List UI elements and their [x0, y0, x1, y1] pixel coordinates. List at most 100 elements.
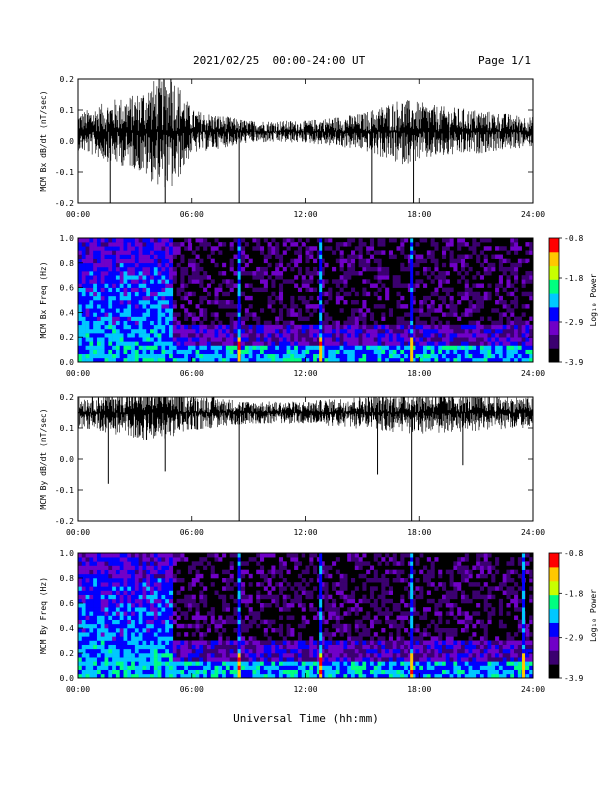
spectrogram-cell — [328, 291, 333, 297]
spectrogram-cell — [453, 324, 458, 330]
spectrogram-cell — [244, 283, 249, 288]
spectrogram-cell — [131, 561, 136, 566]
spectrogram-cell — [225, 665, 230, 670]
spectrogram-cell — [267, 594, 272, 600]
spectrogram-cell — [369, 578, 375, 583]
spectrogram-cell — [169, 569, 174, 575]
spectrogram-cell — [381, 324, 386, 330]
spectrogram-cell — [483, 333, 488, 338]
spectrogram-cell — [81, 636, 86, 641]
spectrogram-cell — [529, 316, 534, 321]
spectrogram-cell — [385, 640, 390, 645]
spectrogram-cell — [487, 341, 492, 346]
spectrogram-cell — [335, 648, 340, 654]
spectrogram-cell — [218, 300, 223, 305]
spectrogram-cell — [438, 333, 443, 338]
spectrogram-cell — [347, 242, 352, 247]
spectrogram-cell — [324, 333, 329, 338]
spectrogram-cell — [96, 673, 102, 679]
spectrogram-cell — [191, 669, 196, 675]
spectrogram-event-line — [410, 312, 414, 317]
spectrogram-cell — [267, 569, 272, 575]
spectrogram-cell — [131, 287, 136, 293]
spectrogram-cell — [153, 611, 158, 616]
spectrogram-cell — [487, 271, 492, 276]
x-tick-label: 06:00 — [180, 369, 204, 378]
spectrogram-cell — [373, 345, 378, 350]
spectrogram-cell — [388, 324, 394, 330]
spectrogram-cell — [472, 590, 477, 595]
spectrogram-cell — [271, 648, 276, 654]
spectrogram-cell — [271, 250, 276, 255]
spectrogram-cell — [108, 594, 113, 600]
spectrogram-cell — [233, 669, 238, 675]
spectrogram-cell — [252, 324, 257, 330]
spectrogram-cell — [271, 573, 276, 579]
spectrogram-cell — [423, 337, 428, 342]
spectrogram-cell — [267, 324, 272, 330]
spectrogram-event-line — [237, 353, 241, 359]
spectrogram-cell — [483, 341, 488, 346]
spectrogram-cell — [415, 623, 420, 629]
spectrogram-cell — [150, 266, 155, 272]
spectrogram-cell — [187, 582, 193, 587]
spectrogram-cell — [184, 557, 189, 562]
spectrogram-cell — [199, 283, 204, 288]
spectrogram-cell — [199, 337, 204, 342]
spectrogram-cell — [313, 345, 318, 350]
spectrogram-cell — [214, 345, 219, 350]
spectrogram-cell — [392, 349, 397, 355]
spectrogram-cell — [96, 557, 102, 562]
spectrogram-cell — [343, 291, 348, 297]
spectrogram-cell — [210, 357, 215, 363]
spectrogram-cell — [415, 636, 420, 641]
spectrogram-cell — [320, 341, 325, 346]
spectrogram-cell — [438, 640, 443, 645]
spectrogram-cell — [339, 640, 344, 645]
spectrogram-cell — [263, 271, 268, 276]
spectrogram-cell — [267, 250, 272, 255]
spectrogram-cell — [309, 349, 314, 355]
spectrogram-cell — [108, 673, 113, 679]
spectrogram-cell — [468, 582, 473, 587]
spectrogram-cell — [169, 603, 174, 608]
spectrogram-cell — [430, 238, 435, 243]
spectrogram-cell — [502, 349, 507, 355]
spectrogram-cell — [377, 258, 382, 264]
spectrogram-cell — [112, 557, 117, 562]
spectrogram-cell — [343, 628, 348, 633]
spectrogram-cell — [472, 657, 477, 662]
spectrogram-cell — [161, 250, 166, 255]
spectrogram-cell — [256, 615, 261, 620]
spectrogram-cell — [358, 636, 363, 641]
spectrogram-cell — [81, 349, 86, 355]
spectrogram-cell — [127, 615, 132, 620]
spectrogram-cell — [104, 254, 109, 259]
spectrogram-cell — [138, 328, 143, 334]
spectrogram-cell — [362, 341, 367, 346]
spectrogram-cell — [525, 341, 530, 346]
spectrogram-cell — [487, 295, 492, 301]
spectrogram-cell — [407, 665, 412, 670]
spectrogram-cell — [328, 594, 333, 600]
spectrogram-cell — [85, 553, 90, 558]
spectrogram-cell — [100, 262, 105, 268]
spectrogram-cell — [294, 345, 299, 350]
spectrogram-cell — [187, 242, 193, 247]
spectrogram-cell — [324, 669, 329, 675]
spectrogram-cell — [449, 324, 454, 330]
spectrogram-cell — [294, 304, 299, 309]
spectrogram-cell — [430, 665, 435, 670]
spectrogram-event-line — [319, 316, 323, 321]
spectrogram-cell — [206, 553, 212, 558]
spectrogram-cell — [434, 628, 439, 633]
spectrogram-cell — [396, 628, 401, 633]
spectrogram-cell — [89, 586, 94, 591]
spectrogram-cell — [165, 320, 170, 326]
spectrogram-cell — [335, 619, 340, 625]
spectrogram-cell — [385, 673, 390, 679]
spectrogram-cell — [187, 345, 193, 350]
spectrogram-cell — [218, 337, 223, 342]
spectrogram-cell — [169, 619, 174, 625]
spectrogram-cell — [241, 569, 246, 575]
